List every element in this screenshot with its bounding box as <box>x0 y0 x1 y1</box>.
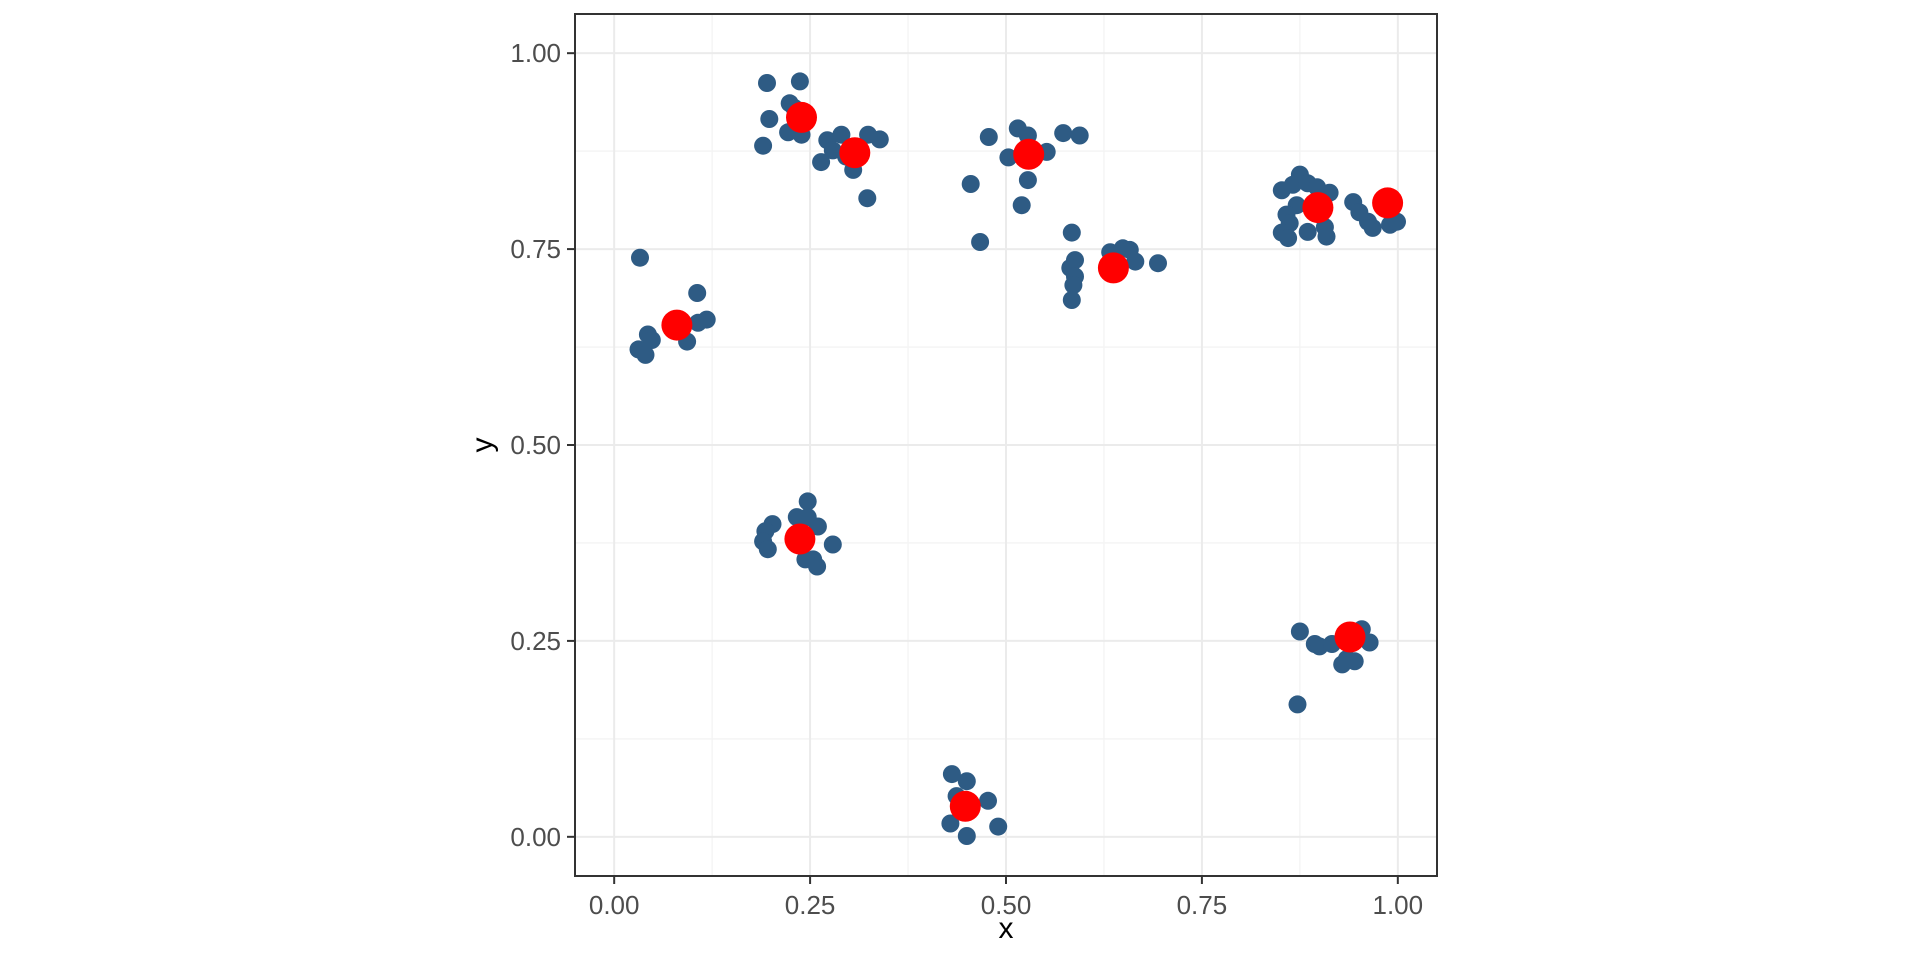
data-point <box>790 72 809 91</box>
data-point <box>758 540 777 559</box>
data-point <box>1062 223 1081 242</box>
data-point <box>1062 291 1081 309</box>
data-point <box>979 128 998 146</box>
cluster-center <box>1013 138 1045 170</box>
gridlines <box>575 14 1437 876</box>
y-tick-label: 0.50 <box>510 430 561 460</box>
data-point <box>942 765 961 784</box>
cluster-center <box>839 137 871 169</box>
data-point <box>798 492 817 511</box>
data-point <box>758 74 776 92</box>
x-tick-label: 0.75 <box>1177 890 1228 920</box>
x-tick-label: 0.25 <box>785 890 836 920</box>
data-point <box>1283 175 1302 194</box>
cluster-center <box>1372 187 1404 219</box>
cluster-center <box>661 309 693 341</box>
data-point <box>754 136 773 155</box>
y-tick-label: 0.75 <box>510 234 561 264</box>
x-tick-label: 0.50 <box>981 890 1032 920</box>
x-axis-title: x <box>999 912 1014 945</box>
data-point <box>1064 276 1083 295</box>
data-point <box>688 284 707 302</box>
data-point <box>808 517 827 536</box>
data-point <box>957 772 976 791</box>
y-axis-title: y <box>466 438 499 453</box>
data-point <box>1012 196 1031 215</box>
cluster-center <box>1302 192 1334 224</box>
data-point <box>999 148 1018 167</box>
data-point <box>989 817 1008 836</box>
cluster-center <box>786 101 817 133</box>
data-point <box>1298 222 1317 241</box>
data-point <box>1288 695 1307 714</box>
data-point <box>631 248 649 267</box>
data-point <box>808 557 827 576</box>
data-point <box>858 189 877 208</box>
data-point <box>642 331 661 349</box>
data-point <box>760 110 779 128</box>
y-tick-label: 0.00 <box>510 822 561 852</box>
cluster-center <box>1334 621 1366 653</box>
data-point <box>636 345 655 364</box>
data-point <box>1149 254 1167 273</box>
data-point <box>1333 655 1352 674</box>
data-point <box>1054 124 1073 143</box>
data-point <box>1290 622 1309 641</box>
data-point <box>870 130 889 149</box>
data-point <box>979 791 997 810</box>
x-tick-label: 0.00 <box>589 890 640 920</box>
data-point <box>1018 171 1037 190</box>
x-tick-label: 1.00 <box>1373 890 1424 920</box>
axes: 0.00 0.25 0.50 0.75 1.00 0.00 0.25 0.50 0.75 1.00 <box>510 13 1438 920</box>
data-point <box>1317 227 1336 246</box>
data-point <box>1126 252 1145 271</box>
data-point <box>1363 218 1382 237</box>
cluster-center <box>784 523 816 555</box>
data-point <box>961 175 980 193</box>
data-point <box>1070 126 1089 145</box>
data-point <box>971 233 990 251</box>
y-tick-label: 0.25 <box>510 626 561 656</box>
cluster-center <box>949 790 981 822</box>
cluster-center <box>1097 252 1129 284</box>
data-point <box>823 535 842 554</box>
y-tick-label: 1.00 <box>510 38 561 68</box>
data-point <box>1279 229 1298 248</box>
data-points <box>629 72 1406 845</box>
data-point <box>697 310 716 329</box>
data-point <box>832 125 851 144</box>
data-point <box>941 814 960 833</box>
data-point <box>957 827 976 845</box>
data-point <box>812 153 831 172</box>
